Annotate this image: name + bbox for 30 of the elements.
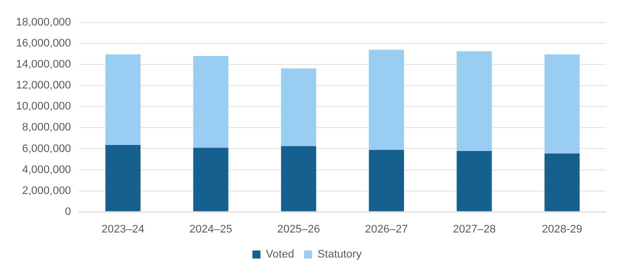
y-tick-label: 14,000,000 <box>16 58 72 71</box>
bar <box>193 148 228 212</box>
y-tick-label: 2,000,000 <box>22 184 72 197</box>
y-tick-label: 6,000,000 <box>22 142 72 155</box>
x-tick-label: 2028-29 <box>542 223 582 236</box>
x-tick-label: 2027–28 <box>452 223 496 236</box>
bar <box>105 54 141 146</box>
bar <box>544 54 580 154</box>
bar <box>193 56 228 148</box>
y-tick-label: 8,000,000 <box>22 122 72 134</box>
y-tick-label: 10,000,000 <box>16 100 72 113</box>
y-tick-label: 16,000,000 <box>16 38 72 50</box>
bar <box>281 68 316 146</box>
x-tick-label: 2024–25 <box>189 223 232 236</box>
y-tick-label: 4,000,000 <box>22 164 72 176</box>
x-tick-label: 2026–27 <box>365 223 408 236</box>
x-tick-label: 2025–26 <box>277 223 320 236</box>
bar <box>281 146 316 212</box>
bar <box>544 153 580 212</box>
x-tick-label: 2023–24 <box>102 223 144 236</box>
legend-label: Voted <box>266 248 294 261</box>
bar <box>368 50 404 150</box>
y-tick-label: 0 <box>64 206 72 218</box>
bar <box>456 150 492 212</box>
y-tick-label: 12,000,000 <box>16 80 72 92</box>
bar <box>368 150 404 212</box>
bar <box>456 51 492 151</box>
legend-label: Statutory <box>318 248 362 261</box>
y-tick-label: 18,000,000 <box>16 16 72 29</box>
bar <box>105 145 141 212</box>
